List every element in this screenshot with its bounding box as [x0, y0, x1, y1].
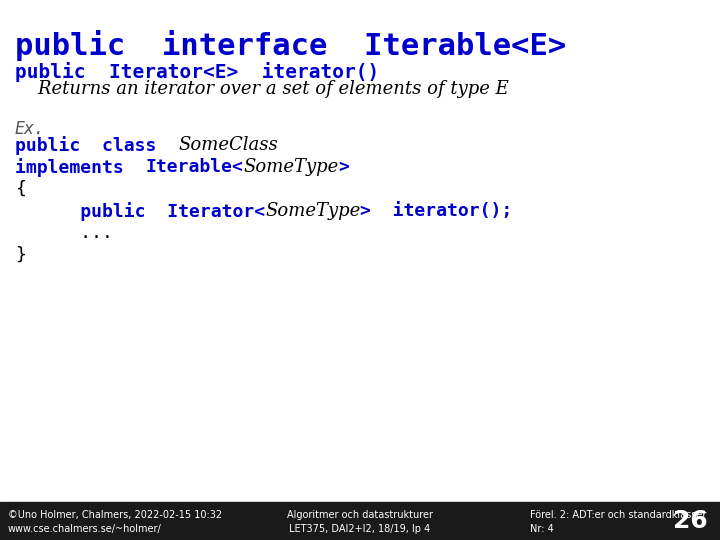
- Text: SomeType: SomeType: [265, 202, 361, 220]
- Text: SomeClass: SomeClass: [178, 136, 278, 154]
- Text: Returns an iterator over a set of elements of type E: Returns an iterator over a set of elemen…: [15, 80, 509, 98]
- Text: {: {: [15, 180, 26, 198]
- Text: LET375, DAI2+I2, 18/19, lp 4: LET375, DAI2+I2, 18/19, lp 4: [289, 524, 431, 534]
- Text: }: }: [15, 246, 26, 264]
- Text: public  Iterator<: public Iterator<: [15, 202, 265, 221]
- Text: Förel. 2: ADT:er och standardklasser: Förel. 2: ADT:er och standardklasser: [530, 510, 706, 520]
- Text: ©Uno Holmer, Chalmers, 2022-02-15 10:32: ©Uno Holmer, Chalmers, 2022-02-15 10:32: [8, 510, 222, 520]
- Text: Iterable<: Iterable<: [145, 158, 243, 176]
- Text: SomeType: SomeType: [243, 158, 338, 176]
- Text: implements: implements: [15, 158, 145, 177]
- Text: Algoritmer och datastrukturer: Algoritmer och datastrukturer: [287, 510, 433, 520]
- Text: public  class: public class: [15, 136, 178, 155]
- Text: public  interface  Iterable<E>: public interface Iterable<E>: [15, 30, 566, 61]
- Text: >  iterator();: > iterator();: [361, 202, 513, 220]
- Text: Ex.: Ex.: [15, 120, 45, 138]
- Text: 26: 26: [673, 509, 708, 533]
- Text: >: >: [338, 158, 349, 176]
- Text: www.cse.chalmers.se/~holmer/: www.cse.chalmers.se/~holmer/: [8, 524, 162, 534]
- Text: public  Iterator<E>  iterator(): public Iterator<E> iterator(): [15, 62, 379, 82]
- Text: ...: ...: [15, 224, 113, 242]
- Text: Nr: 4: Nr: 4: [530, 524, 554, 534]
